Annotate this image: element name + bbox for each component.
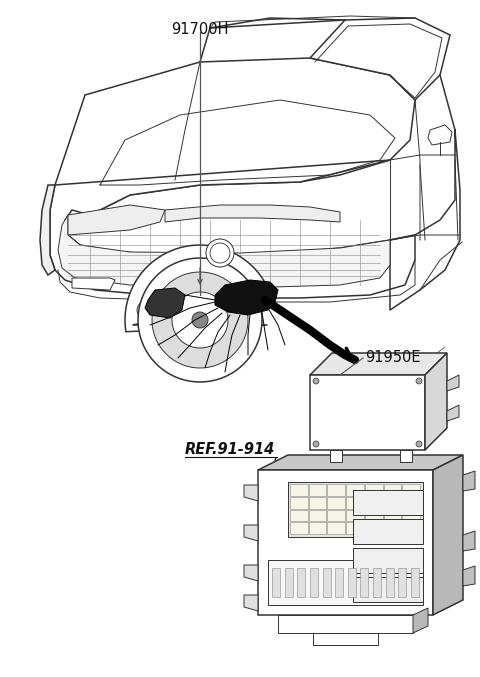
Polygon shape xyxy=(373,568,381,597)
Polygon shape xyxy=(365,497,383,508)
Polygon shape xyxy=(360,568,369,597)
Polygon shape xyxy=(145,288,185,318)
Polygon shape xyxy=(353,548,423,573)
Polygon shape xyxy=(310,353,447,375)
Circle shape xyxy=(416,378,422,384)
Polygon shape xyxy=(125,245,271,332)
Polygon shape xyxy=(402,497,420,508)
Polygon shape xyxy=(310,375,425,450)
Polygon shape xyxy=(244,565,258,581)
Text: 91950E: 91950E xyxy=(365,351,420,366)
Circle shape xyxy=(416,441,422,447)
Polygon shape xyxy=(165,205,340,222)
Polygon shape xyxy=(365,522,383,534)
Polygon shape xyxy=(327,510,345,521)
Polygon shape xyxy=(309,510,326,521)
Polygon shape xyxy=(463,566,475,586)
Polygon shape xyxy=(346,510,364,521)
Circle shape xyxy=(313,378,319,384)
Polygon shape xyxy=(463,471,475,491)
Polygon shape xyxy=(433,455,463,615)
Polygon shape xyxy=(290,522,308,534)
Polygon shape xyxy=(278,615,413,633)
Polygon shape xyxy=(327,484,345,496)
Polygon shape xyxy=(309,522,326,534)
Polygon shape xyxy=(384,497,401,508)
Polygon shape xyxy=(346,522,364,534)
Circle shape xyxy=(313,441,319,447)
Polygon shape xyxy=(285,568,293,597)
Polygon shape xyxy=(330,450,342,462)
Polygon shape xyxy=(411,568,419,597)
Polygon shape xyxy=(244,525,258,541)
Polygon shape xyxy=(402,510,420,521)
Polygon shape xyxy=(323,568,331,597)
Polygon shape xyxy=(297,568,305,597)
Polygon shape xyxy=(313,633,378,645)
Polygon shape xyxy=(425,353,447,450)
Polygon shape xyxy=(365,510,383,521)
Polygon shape xyxy=(327,497,345,508)
Polygon shape xyxy=(384,522,401,534)
Polygon shape xyxy=(40,185,55,275)
Polygon shape xyxy=(290,484,308,496)
Polygon shape xyxy=(309,497,326,508)
Polygon shape xyxy=(268,560,423,605)
Polygon shape xyxy=(402,522,420,534)
Polygon shape xyxy=(310,568,318,597)
Polygon shape xyxy=(68,205,165,235)
Polygon shape xyxy=(346,484,364,496)
Polygon shape xyxy=(244,595,258,611)
Polygon shape xyxy=(346,497,364,508)
Polygon shape xyxy=(400,450,412,462)
Polygon shape xyxy=(288,482,423,537)
Polygon shape xyxy=(290,510,308,521)
Polygon shape xyxy=(384,510,401,521)
Circle shape xyxy=(192,312,208,328)
Polygon shape xyxy=(309,484,326,496)
Polygon shape xyxy=(353,577,423,602)
Polygon shape xyxy=(258,470,433,615)
Polygon shape xyxy=(398,568,407,597)
Polygon shape xyxy=(72,278,115,290)
Polygon shape xyxy=(152,272,248,368)
Polygon shape xyxy=(215,280,278,315)
Polygon shape xyxy=(447,375,459,391)
Polygon shape xyxy=(386,568,394,597)
Polygon shape xyxy=(138,258,262,382)
Polygon shape xyxy=(172,292,228,348)
Polygon shape xyxy=(402,484,420,496)
Polygon shape xyxy=(335,568,343,597)
Polygon shape xyxy=(384,484,401,496)
Polygon shape xyxy=(348,568,356,597)
Polygon shape xyxy=(272,568,280,597)
Polygon shape xyxy=(50,160,415,298)
Text: 91700H: 91700H xyxy=(171,22,229,37)
Polygon shape xyxy=(327,522,345,534)
Polygon shape xyxy=(447,405,459,421)
Polygon shape xyxy=(353,519,423,544)
Polygon shape xyxy=(290,497,308,508)
Polygon shape xyxy=(365,484,383,496)
Polygon shape xyxy=(428,125,452,145)
Circle shape xyxy=(210,243,230,263)
Polygon shape xyxy=(55,58,415,225)
Polygon shape xyxy=(463,531,475,551)
Text: REF.91-914: REF.91-914 xyxy=(185,443,275,458)
Polygon shape xyxy=(58,215,390,288)
Circle shape xyxy=(206,239,234,267)
Polygon shape xyxy=(353,490,423,515)
Polygon shape xyxy=(244,485,258,501)
Polygon shape xyxy=(258,455,463,470)
Polygon shape xyxy=(413,608,428,633)
Polygon shape xyxy=(310,18,450,100)
